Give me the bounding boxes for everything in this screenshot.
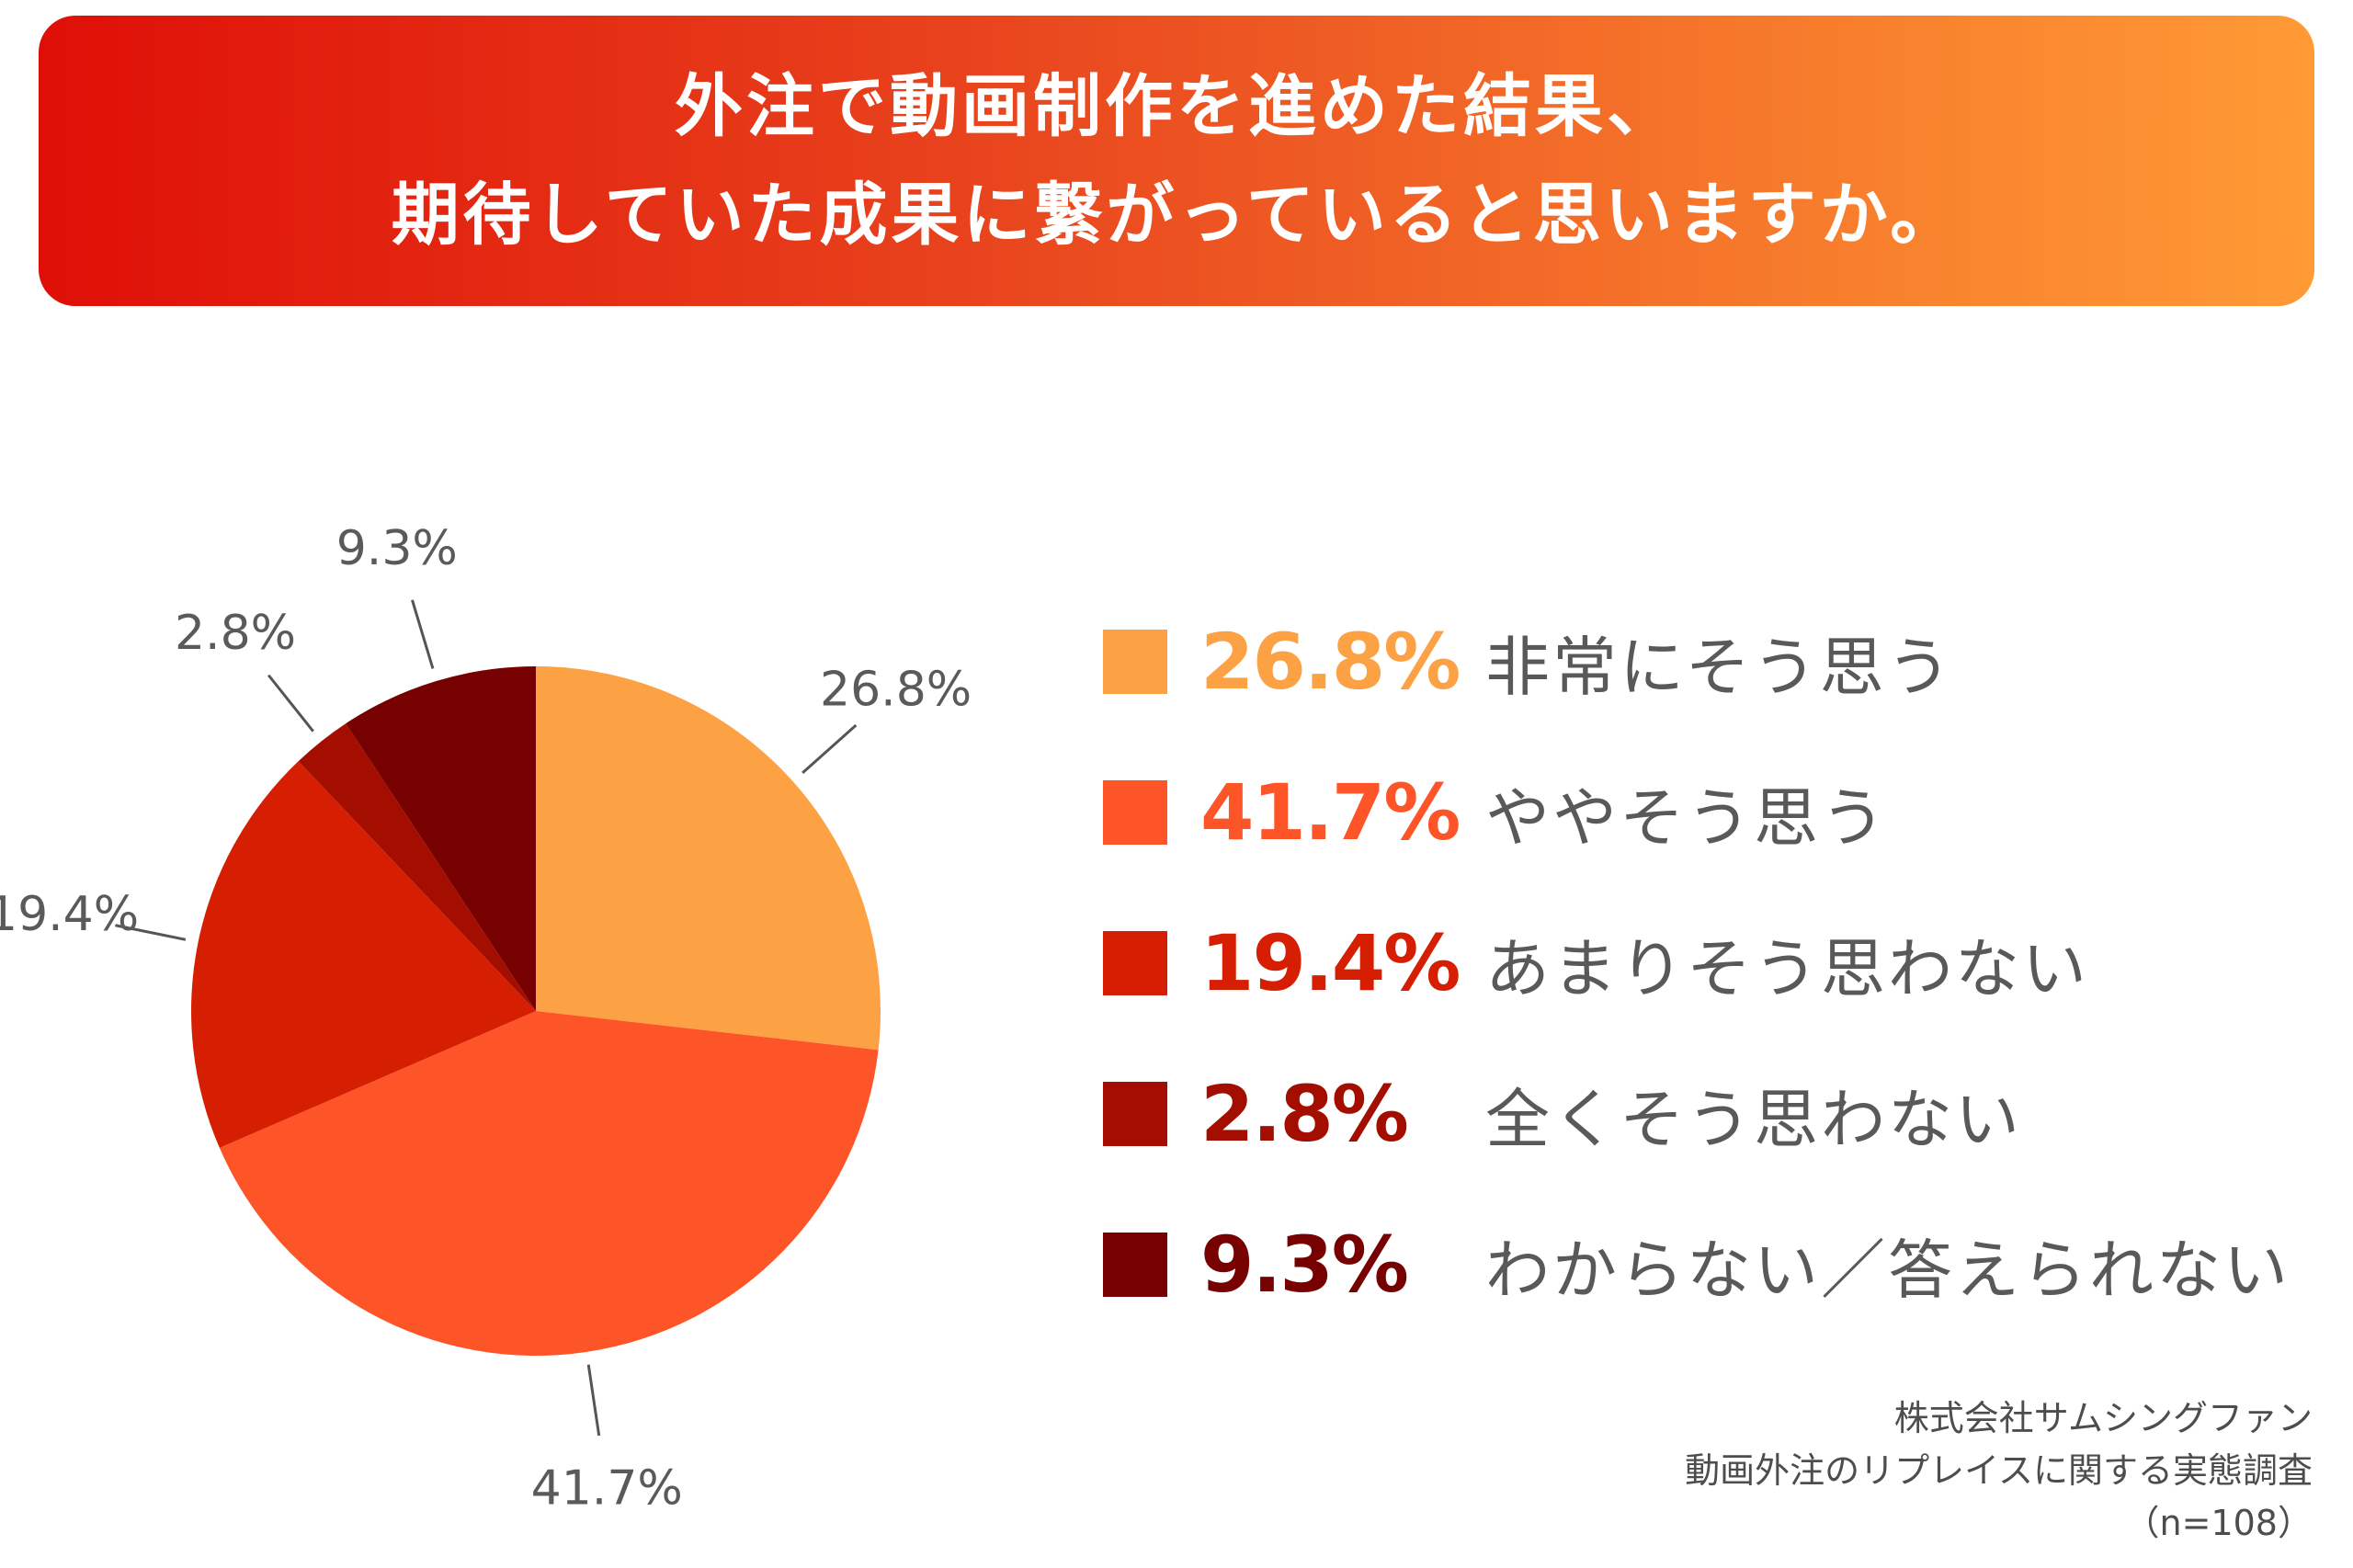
pie-data-label: 9.3% [336, 521, 458, 576]
legend-percent: 26.8% [1200, 617, 1461, 707]
legend-percent: 9.3% [1200, 1220, 1409, 1310]
leader-line [115, 924, 187, 941]
legend-swatch [1103, 630, 1167, 694]
title-banner: 外注で動画制作を進めた結果、 期待していた成果に繋がっていると思いますか。 [39, 16, 2314, 306]
legend: 26.8% 非常にそう思う 41.7% ややそう思う 19.4% あまりそう思わ… [1103, 616, 2290, 1369]
legend-item: 19.4% あまりそう思わない [1103, 917, 2290, 1009]
pie-data-label: 19.4% [0, 887, 139, 942]
pie-slice [536, 666, 881, 1051]
pie-slice [298, 723, 536, 1011]
legend-swatch [1103, 780, 1167, 845]
leader-line [586, 1364, 601, 1437]
leader-line [411, 599, 435, 669]
legend-item: 26.8% 非常にそう思う [1103, 616, 2290, 708]
chart-title-line-2: 期待していた成果に繋がっていると思いますか。 [391, 176, 1962, 255]
legend-item: 41.7% ややそう思う [1103, 767, 2290, 858]
chart-title-line-1: 外注で動画制作を進めた結果、 [675, 67, 1678, 146]
legend-item: 2.8% 全くそう思わない [1103, 1068, 2290, 1160]
source-company: 株式会社サムシングファン [1893, 1398, 2313, 1438]
legend-item: 9.3% わからない／答えられない [1103, 1219, 2290, 1311]
legend-swatch [1103, 1233, 1167, 1297]
legend-label: わからない／答えられない [1485, 1232, 2290, 1308]
source-note: 株式会社サムシングファン 動画外注のリプレイスに関する実態調査 （n=108） [1685, 1392, 2313, 1550]
pie-slice [346, 666, 536, 1011]
pie-data-label: 41.7% [531, 1460, 683, 1516]
legend-percent: 41.7% [1200, 767, 1461, 858]
legend-swatch [1103, 1082, 1167, 1146]
legend-label: あまりそう思わない [1485, 930, 2089, 1006]
legend-label: 全くそう思わない [1485, 1081, 2022, 1157]
pie-slice [191, 761, 536, 1148]
pie-data-label: 2.8% [175, 606, 296, 661]
source-survey: 動画外注のリプレイスに関する実態調査 [1685, 1450, 2313, 1491]
legend-label: 非常にそう思う [1485, 629, 1954, 705]
legend-percent: 19.4% [1200, 918, 1461, 1008]
pie-data-label: 26.8% [820, 662, 972, 717]
legend-swatch [1103, 931, 1167, 995]
legend-label: ややそう思う [1485, 779, 1888, 856]
leader-line [267, 674, 314, 733]
source-sample-size: （n=108） [2124, 1503, 2313, 1543]
legend-percent: 2.8% [1200, 1069, 1409, 1159]
pie-slice [219, 1011, 879, 1356]
leader-line [801, 723, 858, 775]
